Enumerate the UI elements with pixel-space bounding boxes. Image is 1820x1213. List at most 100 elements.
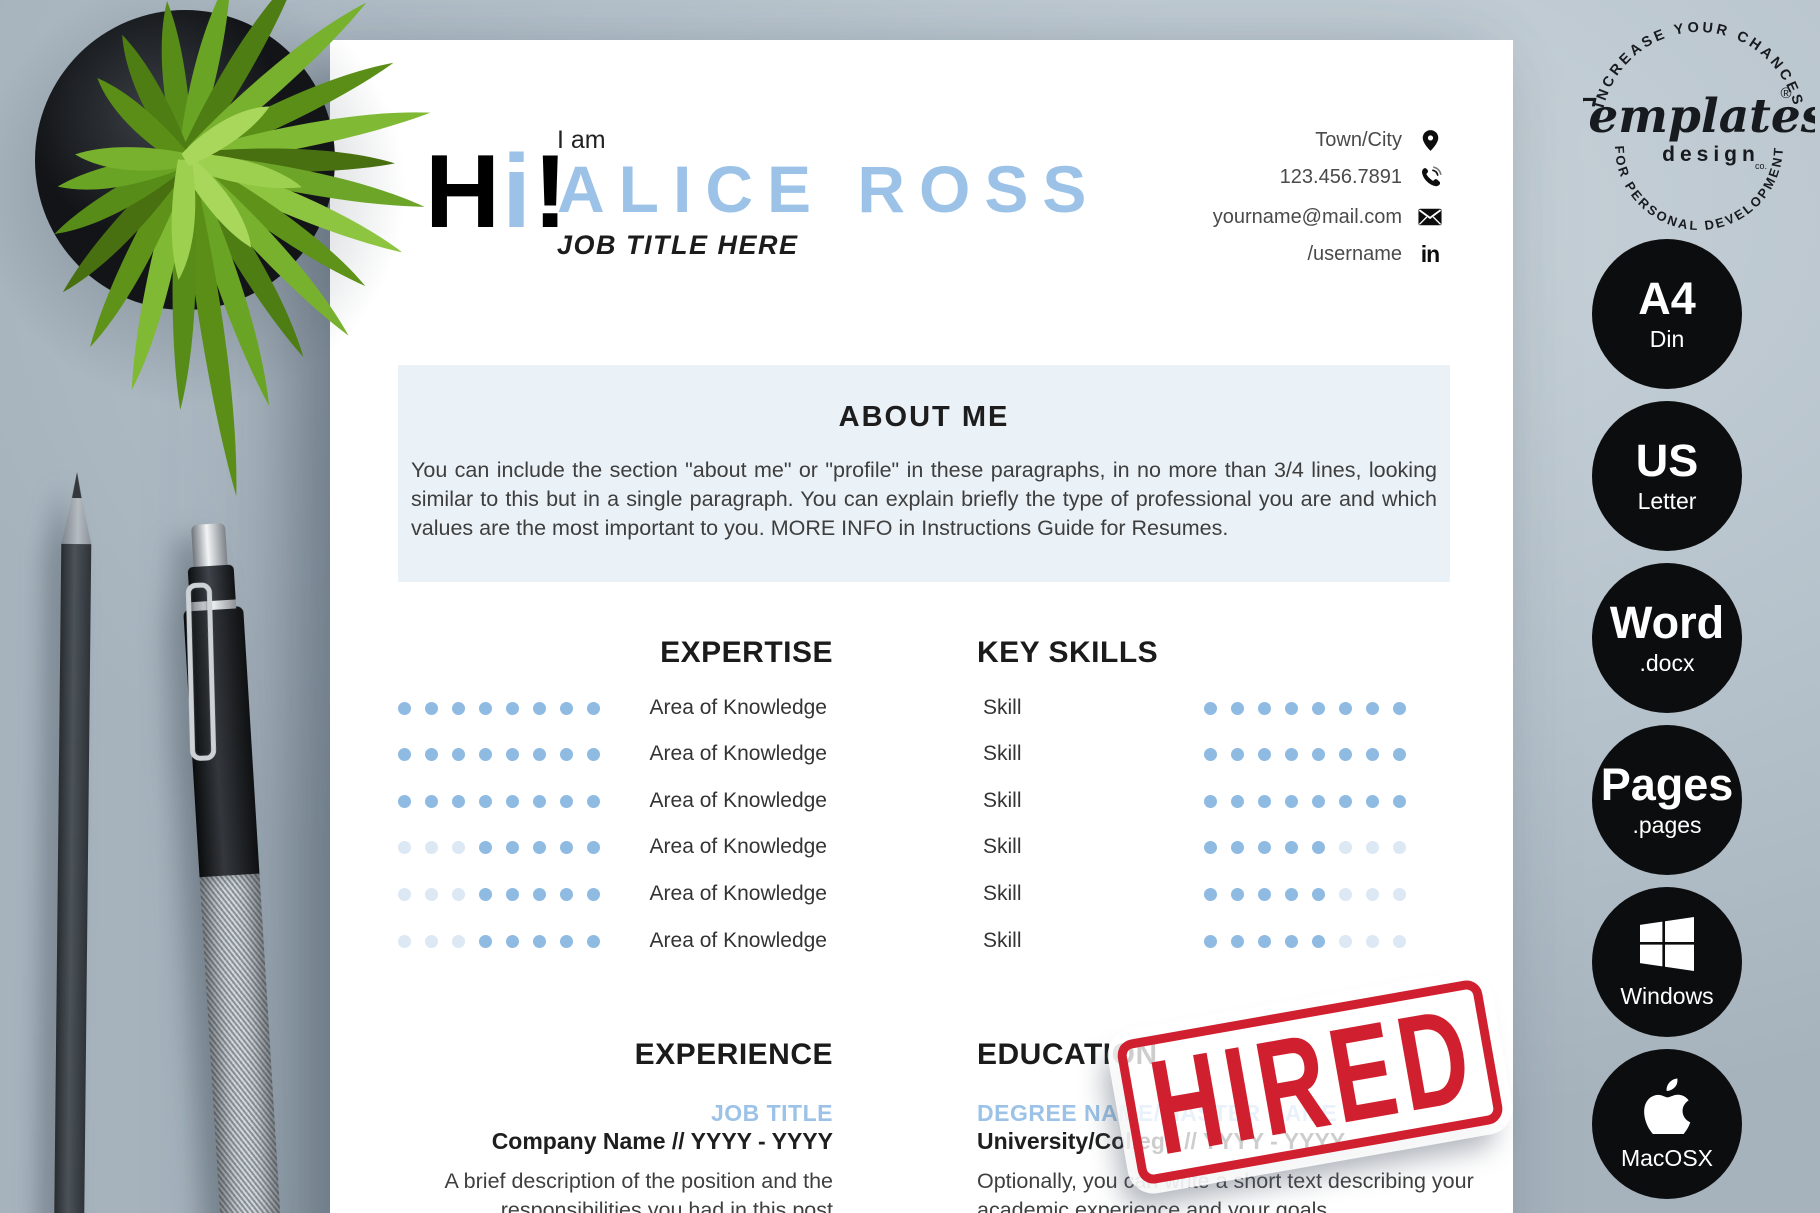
dot-filled bbox=[1285, 887, 1298, 901]
job-title-placeholder: JOB TITLE HERE bbox=[557, 230, 799, 260]
dot-filled bbox=[1204, 794, 1217, 808]
dot-filled bbox=[398, 701, 411, 715]
dot-filled bbox=[1231, 934, 1244, 948]
dot-filled bbox=[1339, 747, 1352, 761]
rating-dots bbox=[1204, 887, 1406, 901]
dot-filled bbox=[1339, 701, 1352, 715]
badge-us-small: Letter bbox=[1637, 488, 1697, 515]
badge-word: Word .docx bbox=[1592, 563, 1742, 713]
experience-title: EXPERIENCE bbox=[634, 1038, 833, 1071]
badge-a4-small: Din bbox=[1649, 326, 1685, 353]
rating-dots bbox=[1204, 701, 1406, 715]
dot-filled bbox=[560, 701, 573, 715]
dot-empty bbox=[398, 887, 411, 901]
dot-filled bbox=[506, 934, 519, 948]
pencil-wood-tip bbox=[61, 498, 91, 544]
expertise-row: Area of Knowledge bbox=[398, 918, 827, 964]
dot-filled bbox=[1231, 840, 1244, 854]
dot-filled bbox=[506, 794, 519, 808]
dot-empty bbox=[452, 934, 465, 948]
education-description-line2: academic experience and your goals. bbox=[977, 1198, 1334, 1213]
dot-filled bbox=[1204, 934, 1217, 948]
dot-filled bbox=[533, 701, 546, 715]
skill-row: Skill bbox=[983, 685, 1406, 731]
dot-filled bbox=[587, 747, 600, 761]
dot-filled bbox=[560, 747, 573, 761]
pen-clip bbox=[185, 582, 217, 762]
dot-filled bbox=[587, 794, 600, 808]
dot-filled bbox=[1312, 747, 1325, 761]
email-text: yourname@mail.com bbox=[1212, 205, 1402, 228]
skill-row: Skill bbox=[983, 871, 1406, 917]
dot-empty bbox=[452, 840, 465, 854]
experience-description-line1: A brief description of the position and … bbox=[444, 1169, 833, 1193]
expertise-row: Area of Knowledge bbox=[398, 778, 827, 824]
skill-row: Skill bbox=[983, 731, 1406, 777]
dot-filled bbox=[1312, 701, 1325, 715]
expertise-label: Area of Knowledge bbox=[649, 789, 827, 812]
expertise-row: Area of Knowledge bbox=[398, 824, 827, 870]
logo-brand-text: Templates bbox=[1583, 89, 1815, 144]
dot-empty bbox=[1393, 934, 1406, 948]
hi-exclamation: ! bbox=[533, 134, 570, 250]
dot-filled bbox=[1231, 794, 1244, 808]
username-text: /username bbox=[1307, 242, 1403, 265]
experience-description-line2: responsibilities you had in this post bbox=[500, 1198, 833, 1213]
dot-empty bbox=[1339, 887, 1352, 901]
about-me-paragraph: You can include the section "about me" o… bbox=[411, 458, 1437, 540]
windows-logo-icon bbox=[1640, 915, 1694, 973]
education-description-line1: Optionally, you can write a short text d… bbox=[977, 1169, 1474, 1193]
logo-registered-mark: ® bbox=[1780, 85, 1791, 102]
dot-filled bbox=[1393, 747, 1406, 761]
dot-filled bbox=[1231, 747, 1244, 761]
skill-label: Skill bbox=[983, 835, 1022, 858]
dot-filled bbox=[533, 934, 546, 948]
resume-page: Hi! I am ALICE ROSS JOB TITLE HERE Town/… bbox=[330, 40, 1513, 1213]
rating-dots bbox=[398, 747, 600, 761]
pencil-lead-tip bbox=[62, 472, 92, 498]
dot-filled bbox=[587, 701, 600, 715]
expertise-row: Area of Knowledge bbox=[398, 871, 827, 917]
dot-filled bbox=[425, 701, 438, 715]
badge-word-small: .docx bbox=[1639, 650, 1695, 677]
dot-filled bbox=[533, 747, 546, 761]
dot-filled bbox=[1312, 887, 1325, 901]
dot-filled bbox=[452, 747, 465, 761]
badge-windows: Windows bbox=[1592, 887, 1742, 1037]
experience-job-title: JOB TITLE bbox=[710, 1100, 833, 1126]
dot-filled bbox=[1312, 794, 1325, 808]
skill-row: Skill bbox=[983, 778, 1406, 824]
location-pin-icon bbox=[1418, 128, 1442, 153]
dot-filled bbox=[587, 934, 600, 948]
dot-empty bbox=[1366, 934, 1379, 948]
rating-dots bbox=[398, 934, 600, 948]
dot-empty bbox=[1366, 840, 1379, 854]
dot-filled bbox=[1393, 794, 1406, 808]
contact-row-email: yourname@mail.com bbox=[1213, 204, 1442, 230]
dot-filled bbox=[1339, 794, 1352, 808]
skill-label: Skill bbox=[983, 696, 1022, 719]
dot-filled bbox=[1366, 747, 1379, 761]
dot-filled bbox=[533, 840, 546, 854]
dot-empty bbox=[1339, 934, 1352, 948]
dot-filled bbox=[452, 794, 465, 808]
key-skills-title: KEY SKILLS bbox=[977, 636, 1159, 669]
dot-filled bbox=[398, 747, 411, 761]
i-am-label: I am bbox=[557, 126, 606, 154]
dot-filled bbox=[560, 934, 573, 948]
dot-filled bbox=[1366, 701, 1379, 715]
dot-filled bbox=[560, 794, 573, 808]
badge-word-big: Word bbox=[1609, 596, 1725, 648]
dot-filled bbox=[1312, 840, 1325, 854]
dot-filled bbox=[1285, 840, 1298, 854]
rating-dots bbox=[1204, 794, 1406, 808]
dot-filled bbox=[1258, 934, 1271, 948]
contact-row-linkedin: /username in bbox=[1308, 241, 1443, 267]
dot-filled bbox=[533, 794, 546, 808]
dot-empty bbox=[1393, 840, 1406, 854]
badge-us-letter: US Letter bbox=[1592, 401, 1742, 551]
dot-filled bbox=[425, 747, 438, 761]
dot-filled bbox=[1258, 701, 1271, 715]
phone-icon bbox=[1418, 165, 1442, 189]
